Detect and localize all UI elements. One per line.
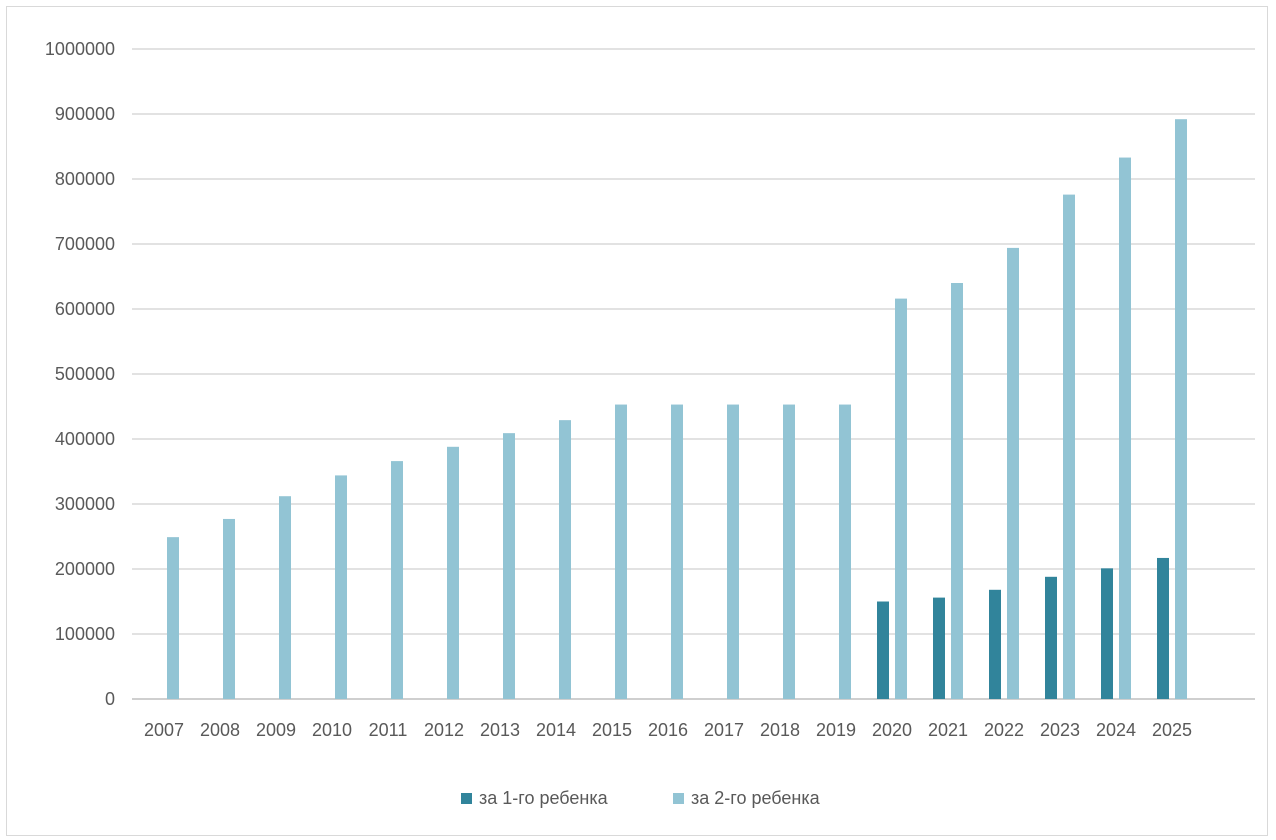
- x-tick-label: 2020: [872, 720, 912, 740]
- bar-series-2-2014: [559, 420, 571, 699]
- x-tick-label: 2015: [592, 720, 632, 740]
- y-tick-label: 600000: [55, 299, 115, 319]
- chart-frame: 0 100000 200000 300000 400000 500000 600000 700…: [6, 6, 1268, 836]
- bar-series-2-2016: [671, 404, 683, 699]
- bar-series-2-2010: [335, 475, 347, 699]
- x-tick-label: 2023: [1040, 720, 1080, 740]
- legend: за 1-го ребенка за 2-го ребенка: [461, 788, 821, 808]
- legend-label-series-1: за 1-го ребенка: [479, 788, 609, 808]
- bar-series-2-2017: [727, 404, 739, 699]
- x-tick-label: 2007: [144, 720, 184, 740]
- bar-series-1-2023: [1045, 576, 1057, 699]
- y-tick-label: 200000: [55, 559, 115, 579]
- x-tick-label: 2016: [648, 720, 688, 740]
- y-tick-label: 400000: [55, 429, 115, 449]
- legend-swatch-series-2: [673, 793, 684, 804]
- x-tick-label: 2017: [704, 720, 744, 740]
- bar-series-2-2024: [1119, 157, 1131, 700]
- x-tick-label: 2010: [312, 720, 352, 740]
- bar-series-1-2022: [989, 589, 1001, 699]
- bar-series-2-2012: [447, 446, 459, 699]
- bar-series-2-2019: [839, 404, 851, 699]
- x-tick-label: 2019: [816, 720, 856, 740]
- bar-series-1-2021: [933, 597, 945, 699]
- x-tick-label: 2009: [256, 720, 296, 740]
- y-tick-label: 900000: [55, 104, 115, 124]
- y-tick-label: 700000: [55, 234, 115, 254]
- bar-series-2-2018: [783, 404, 795, 699]
- x-tick-label: 2025: [1152, 720, 1192, 740]
- bar-series-2-2022: [1007, 247, 1019, 699]
- bars: [167, 119, 1187, 700]
- x-tick-label: 2022: [984, 720, 1024, 740]
- bar-series-2-2015: [615, 404, 627, 699]
- y-axis-tick-labels: 0 100000 200000 300000 400000 500000 600000 700…: [45, 39, 115, 709]
- bar-series-2-2020: [895, 298, 907, 699]
- x-tick-label: 2008: [200, 720, 240, 740]
- bar-series-2-2009: [279, 496, 291, 699]
- legend-label-series-2: за 2-го ребенка: [691, 788, 821, 808]
- y-tick-label: 300000: [55, 494, 115, 514]
- x-tick-label: 2018: [760, 720, 800, 740]
- bar-series-2-2023: [1063, 194, 1075, 699]
- bar-series-2-2008: [223, 518, 235, 699]
- gridlines: [132, 48, 1255, 700]
- y-tick-label: 1000000: [45, 39, 115, 59]
- y-tick-label: 100000: [55, 624, 115, 644]
- x-tick-label: 2012: [424, 720, 464, 740]
- bar-series-2-2007: [167, 537, 179, 699]
- y-tick-label: 0: [105, 689, 115, 709]
- bar-series-1-2020: [877, 601, 889, 699]
- bar-chart: 0 100000 200000 300000 400000 500000 600000 700…: [45, 39, 1255, 808]
- legend-swatch-series-1: [461, 793, 472, 804]
- bar-series-1-2025: [1157, 557, 1169, 699]
- bar-series-2-2011: [391, 461, 403, 699]
- y-tick-label: 800000: [55, 169, 115, 189]
- bar-series-2-2021: [951, 283, 963, 699]
- x-tick-label: 2011: [369, 720, 408, 740]
- bar-series-2-2013: [503, 433, 515, 699]
- bar-series-2-2025: [1175, 119, 1187, 699]
- x-tick-label: 2013: [480, 720, 520, 740]
- x-tick-label: 2014: [536, 720, 576, 740]
- y-tick-label: 500000: [55, 364, 115, 384]
- x-tick-label: 2024: [1096, 720, 1136, 740]
- bar-series-1-2024: [1101, 568, 1113, 699]
- x-axis-tick-labels: 2007 2008 2009 2010 2011 2012 2013 2014 2015 2016…: [144, 720, 1192, 740]
- x-tick-label: 2021: [928, 720, 968, 740]
